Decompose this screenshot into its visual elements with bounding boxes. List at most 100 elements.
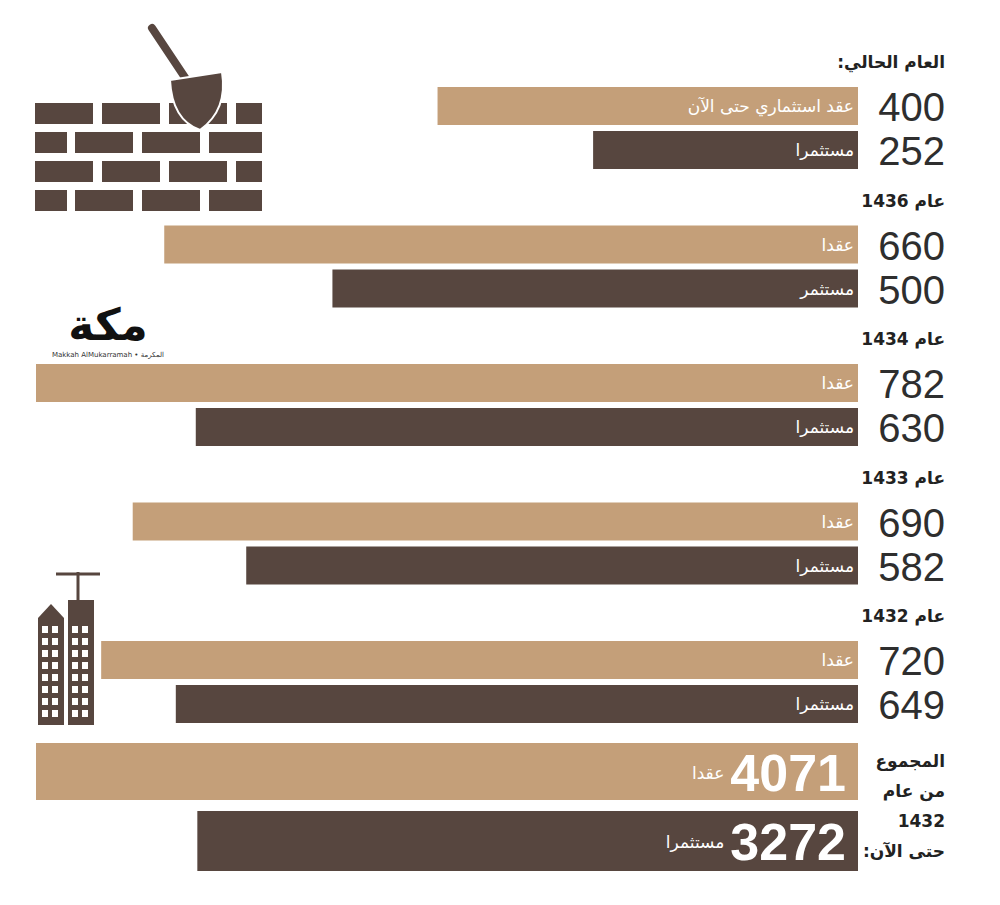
window [52,710,58,717]
trowel-handle [152,28,190,85]
bar-label: مستثمر [799,279,854,299]
brick [35,161,93,182]
category-label: العام الحالي: [837,52,945,73]
bar [133,503,858,541]
bar-label: عقدا [822,373,854,393]
bars [36,87,858,723]
brick [102,161,160,182]
total-title: المجموعمن عام1432حتى الآن: [863,751,945,861]
bar-label: عقدا [822,512,854,532]
total-category-label: عقدا [692,763,724,783]
bar-label: مستثمرا [796,417,854,437]
total-data-label: 4071 [730,744,846,802]
bar [176,685,858,723]
data-label: 500 [878,268,945,312]
bar-label: عقدا [822,650,854,670]
total-bars [36,743,858,871]
total-data-label: 3272 [730,813,846,871]
window [82,626,88,633]
window [52,698,58,705]
brick [142,190,200,211]
bar [196,408,858,446]
bar [36,364,858,402]
data-label: 400 [878,85,945,129]
window [82,686,88,693]
bar-label: مستثمرا [796,694,854,714]
logo-caption: Makkah AlMukarramah • المكرمة [52,351,164,359]
category-label: عام 1434 [861,329,945,349]
building-roof [38,604,64,618]
total-bar [197,811,858,871]
brick [35,190,67,211]
window [82,698,88,705]
bar-label: عقد استثماري حتى الآن [688,96,854,117]
window [52,674,58,681]
bar [438,87,858,125]
labels: العام الحالي: عام 1436 عام 1434 عام 1433 عام… [688,52,945,727]
data-label: 690 [878,501,945,545]
crane [56,573,100,576]
bar-label: مستثمرا [796,140,854,160]
window [42,674,48,681]
total-labels: 4071 عقدا 3272 مستثمرا المجموعمن عام1432حتى … [666,744,945,872]
building [68,600,94,725]
bar [246,547,858,585]
window [42,698,48,705]
window [82,662,88,669]
bar-label: مستثمرا [796,556,854,576]
building [38,618,64,725]
window [42,638,48,645]
brick [209,190,262,211]
window [42,686,48,693]
window [52,686,58,693]
window [82,710,88,717]
window [72,698,78,705]
brick [35,132,67,153]
brick [142,132,200,153]
trowel-blade [170,72,223,130]
window [72,662,78,669]
bar [593,131,858,169]
window [82,650,88,657]
bar [332,270,858,308]
window [42,650,48,657]
data-label: 720 [878,639,945,683]
brick [209,132,262,153]
window [52,626,58,633]
window [42,710,48,717]
total-category-label: مستثمرا [666,832,724,852]
category-label: عام 1432 [861,606,945,626]
window [52,662,58,669]
window [42,662,48,669]
brick [75,132,133,153]
data-label: 252 [878,129,945,173]
data-label: 630 [878,406,945,450]
data-label: 649 [878,683,945,727]
data-label: 660 [878,224,945,268]
window [72,674,78,681]
window [82,638,88,645]
brick [35,103,93,124]
window [72,710,78,717]
window [52,650,58,657]
category-label: عام 1433 [861,468,945,488]
bar-label: عقدا [822,235,854,255]
bar [101,641,858,679]
category-label: عام 1436 [861,191,945,211]
crane [77,572,80,600]
brick [169,161,227,182]
logo: مكة [68,299,148,350]
window [72,650,78,657]
brick [236,103,262,124]
window [42,626,48,633]
data-label: 582 [878,545,945,589]
window [72,638,78,645]
window [52,638,58,645]
brick [75,190,133,211]
window [82,674,88,681]
brick [236,161,262,182]
window [72,686,78,693]
data-label: 782 [878,362,945,406]
brick [102,103,160,124]
window [72,626,78,633]
